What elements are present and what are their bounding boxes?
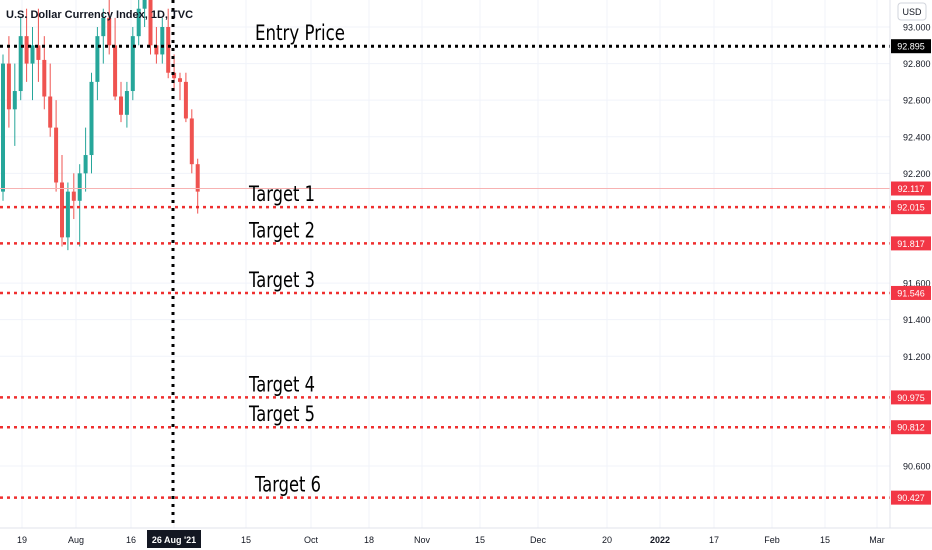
target-label: Target 3 [248,268,315,292]
candle-body [189,118,194,165]
price-markers: 92.895 92.117 92.015 91.817 91.546 90.975 90.8… [891,39,931,505]
price-marker [891,39,931,54]
price-marker-label: 91.817 [897,239,925,249]
time-tick-label: 17 [709,535,719,545]
currency-label: USD [902,7,922,17]
candle-body [71,191,76,201]
candle-body [24,36,29,64]
price-tick-label: 91.600 [903,279,931,289]
candle-body [89,81,94,156]
price-marker [891,490,931,505]
candle-body [101,17,106,37]
time-tick-label: 15 [475,535,485,545]
candle-body [172,72,177,79]
candle-body [48,96,53,128]
candle-body [154,45,159,55]
target-label: Target 4 [248,372,315,396]
price-marker-label: 92.895 [897,42,925,52]
price-tick-label: 91.400 [903,315,931,325]
price-marker-label: 90.812 [897,423,925,433]
target-label: Target 1 [248,182,315,206]
level-lines: Entry Price Target 1 Target 2 Target 3 Targe… [0,21,890,499]
candle-body [1,63,5,192]
time-tick-label: 19 [17,535,27,545]
candle-body [178,78,182,82]
time-tick-label: Oct [304,535,319,545]
target-label: Target 5 [248,402,315,426]
candle-body [107,17,112,46]
price-tick-label: 92.200 [903,169,931,179]
price-marker [891,420,931,435]
time-tick-label: 15 [820,535,830,545]
candle-body [148,0,153,46]
price-marker [891,200,931,215]
entry-price-label: Entry Price [255,21,345,45]
candle-body [130,36,135,92]
time-tick-label: Dec [530,535,547,545]
time-tick-label: 15 [241,535,251,545]
price-tick-label: 91.200 [903,352,931,362]
time-axis-ticks: 19 Aug 16 26 Aug '21 15 Oct 18 Nov 15 Dec 20 2022 17… [17,530,885,548]
candle-body [30,45,35,64]
candle-body [119,96,123,115]
price-marker-label: 90.427 [897,493,925,503]
price-axis-ticks: 93.000 92.800 92.600 92.400 92.200 91.600 91.4… [903,23,931,472]
price-marker [891,181,931,196]
candle-body [166,27,171,73]
candle-body [54,127,59,183]
price-tick-label: 92.400 [903,132,931,142]
price-axis[interactable] [890,0,932,528]
candle-body [142,0,147,9]
time-tick-label: Nov [414,535,431,545]
price-marker [891,236,931,251]
price-tick-label: 90.600 [903,462,931,472]
candles [1,0,200,251]
chart-title: U.S. Dollar Currency Index, 1D, TVC [6,9,193,21]
candle-body [42,59,47,97]
currency-button[interactable]: USD [897,2,927,21]
candle-body [65,191,70,238]
time-tick-label: Aug [68,535,84,545]
candle-body [113,45,118,97]
candle-body [12,91,17,110]
candle-body [195,164,200,192]
candle-body [183,81,188,119]
target-label: Target 2 [248,218,315,242]
price-tick-label: 92.800 [903,59,931,69]
candle-body [77,173,82,201]
time-tick-label: 20 [602,535,612,545]
time-tick-label: Mar [869,535,885,545]
candle-body [160,27,165,55]
date-marker-bg [147,530,201,548]
price-tick-label: 92.600 [903,96,931,106]
price-marker-label: 92.117 [898,184,925,194]
time-axis[interactable] [0,528,890,550]
candle-body [95,36,100,82]
price-marker [891,390,931,405]
time-tick-label: 2022 [650,535,670,545]
target-label: Target 6 [254,473,321,497]
candle-body [6,63,11,110]
price-marker-label: 92.015 [897,203,925,213]
candle-body [124,91,129,115]
date-marker-label: 26 Aug '21 [152,535,196,545]
candle-body [36,45,41,60]
candle-body [60,182,64,238]
candle-body [136,8,141,37]
time-tick-label: 18 [364,535,374,545]
price-marker-label: 90.975 [897,393,925,403]
price-marker [891,285,931,300]
price-tick-label: 93.000 [903,23,931,33]
time-tick-label: Feb [764,535,780,545]
candle-body [83,155,88,174]
candle-body [18,36,23,92]
price-marker-label: 91.546 [897,288,925,298]
time-tick-label: 16 [126,535,136,545]
